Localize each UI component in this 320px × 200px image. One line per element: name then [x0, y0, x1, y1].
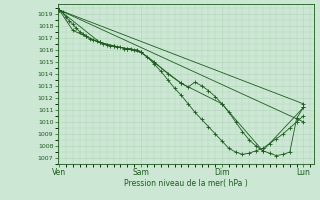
- X-axis label: Pression niveau de la mer( hPa ): Pression niveau de la mer( hPa ): [124, 179, 247, 188]
